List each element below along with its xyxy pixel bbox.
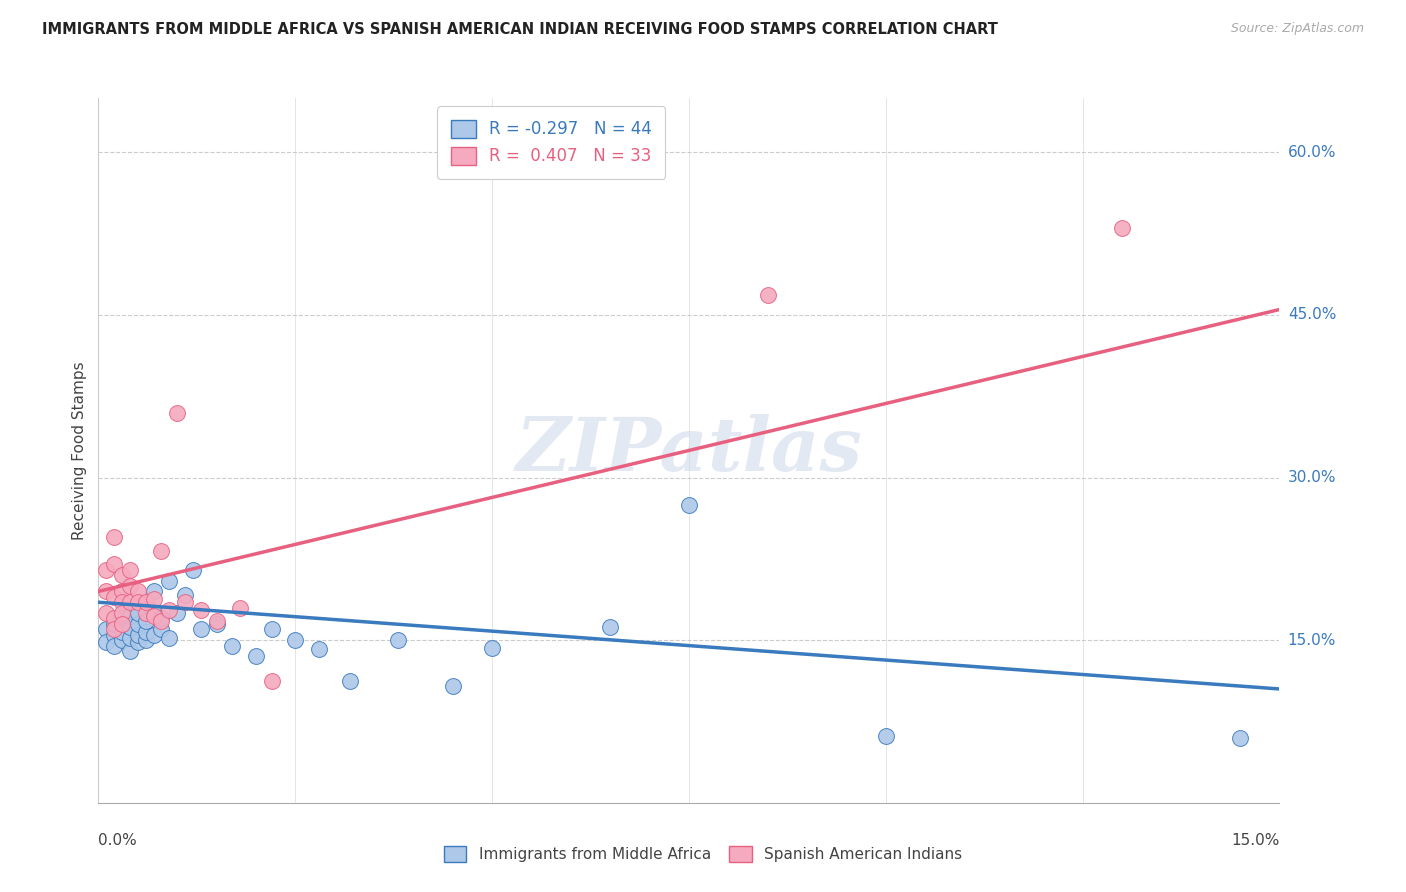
Text: 15.0%: 15.0% bbox=[1232, 833, 1279, 848]
Point bbox=[190, 623, 212, 637]
Point bbox=[142, 606, 165, 620]
Text: ZIPatlas: ZIPatlas bbox=[516, 414, 862, 487]
Point bbox=[127, 616, 149, 631]
Point bbox=[387, 633, 409, 648]
Text: 60.0%: 60.0% bbox=[1288, 145, 1336, 160]
Point bbox=[111, 606, 134, 620]
Point bbox=[174, 588, 197, 602]
Point bbox=[157, 631, 180, 645]
Point bbox=[96, 563, 118, 577]
Text: 0.0%: 0.0% bbox=[98, 833, 138, 848]
Point bbox=[111, 611, 134, 625]
Point bbox=[875, 729, 897, 743]
Point bbox=[1111, 221, 1133, 235]
Point bbox=[103, 628, 125, 642]
Point bbox=[190, 603, 212, 617]
Point bbox=[103, 616, 125, 631]
Point bbox=[103, 558, 125, 572]
Point bbox=[127, 584, 149, 599]
Legend: R = -0.297   N = 44, R =  0.407   N = 33: R = -0.297 N = 44, R = 0.407 N = 33 bbox=[437, 106, 665, 178]
Point bbox=[157, 603, 180, 617]
Point bbox=[118, 631, 141, 645]
Point bbox=[127, 628, 149, 642]
Text: 30.0%: 30.0% bbox=[1288, 470, 1336, 485]
Point bbox=[142, 609, 165, 624]
Point bbox=[174, 595, 197, 609]
Point bbox=[103, 611, 125, 625]
Point bbox=[103, 623, 125, 637]
Point bbox=[599, 620, 621, 634]
Point bbox=[756, 288, 779, 302]
Point bbox=[260, 623, 283, 637]
Point bbox=[135, 614, 157, 628]
Point bbox=[118, 609, 141, 624]
Point bbox=[205, 616, 228, 631]
Point bbox=[284, 633, 307, 648]
Point bbox=[111, 633, 134, 648]
Point bbox=[96, 623, 118, 637]
Point bbox=[245, 649, 267, 664]
Point bbox=[441, 679, 464, 693]
Point bbox=[96, 584, 118, 599]
Point bbox=[111, 595, 134, 609]
Point bbox=[135, 633, 157, 648]
Point bbox=[111, 624, 134, 639]
Point bbox=[118, 620, 141, 634]
Point bbox=[181, 563, 204, 577]
Point bbox=[150, 614, 173, 628]
Point bbox=[135, 606, 157, 620]
Point bbox=[1229, 731, 1251, 745]
Point bbox=[103, 639, 125, 653]
Point bbox=[127, 606, 149, 620]
Text: IMMIGRANTS FROM MIDDLE AFRICA VS SPANISH AMERICAN INDIAN RECEIVING FOOD STAMPS C: IMMIGRANTS FROM MIDDLE AFRICA VS SPANISH… bbox=[42, 22, 998, 37]
Y-axis label: Receiving Food Stamps: Receiving Food Stamps bbox=[72, 361, 87, 540]
Point bbox=[103, 590, 125, 604]
Point bbox=[127, 595, 149, 609]
Point bbox=[118, 595, 141, 609]
Point bbox=[118, 644, 141, 658]
Point bbox=[678, 498, 700, 512]
Point bbox=[157, 574, 180, 588]
Point bbox=[111, 616, 134, 631]
Point bbox=[135, 595, 157, 609]
Point bbox=[481, 640, 503, 655]
Point bbox=[118, 579, 141, 593]
Point bbox=[166, 606, 188, 620]
Text: 15.0%: 15.0% bbox=[1288, 632, 1336, 648]
Point bbox=[339, 674, 361, 689]
Point bbox=[150, 611, 173, 625]
Point bbox=[111, 568, 134, 582]
Point bbox=[103, 530, 125, 544]
Point bbox=[118, 563, 141, 577]
Point bbox=[166, 405, 188, 419]
Point bbox=[111, 584, 134, 599]
Point bbox=[96, 635, 118, 649]
Point bbox=[205, 614, 228, 628]
Legend: Immigrants from Middle Africa, Spanish American Indians: Immigrants from Middle Africa, Spanish A… bbox=[437, 840, 969, 868]
Point bbox=[221, 639, 243, 653]
Point bbox=[127, 635, 149, 649]
Text: 45.0%: 45.0% bbox=[1288, 308, 1336, 322]
Point bbox=[260, 674, 283, 689]
Point bbox=[150, 544, 173, 558]
Point bbox=[142, 584, 165, 599]
Point bbox=[150, 623, 173, 637]
Text: Source: ZipAtlas.com: Source: ZipAtlas.com bbox=[1230, 22, 1364, 36]
Point bbox=[135, 624, 157, 639]
Point bbox=[229, 600, 252, 615]
Point bbox=[142, 628, 165, 642]
Point bbox=[142, 592, 165, 607]
Point bbox=[308, 641, 330, 656]
Point bbox=[96, 606, 118, 620]
